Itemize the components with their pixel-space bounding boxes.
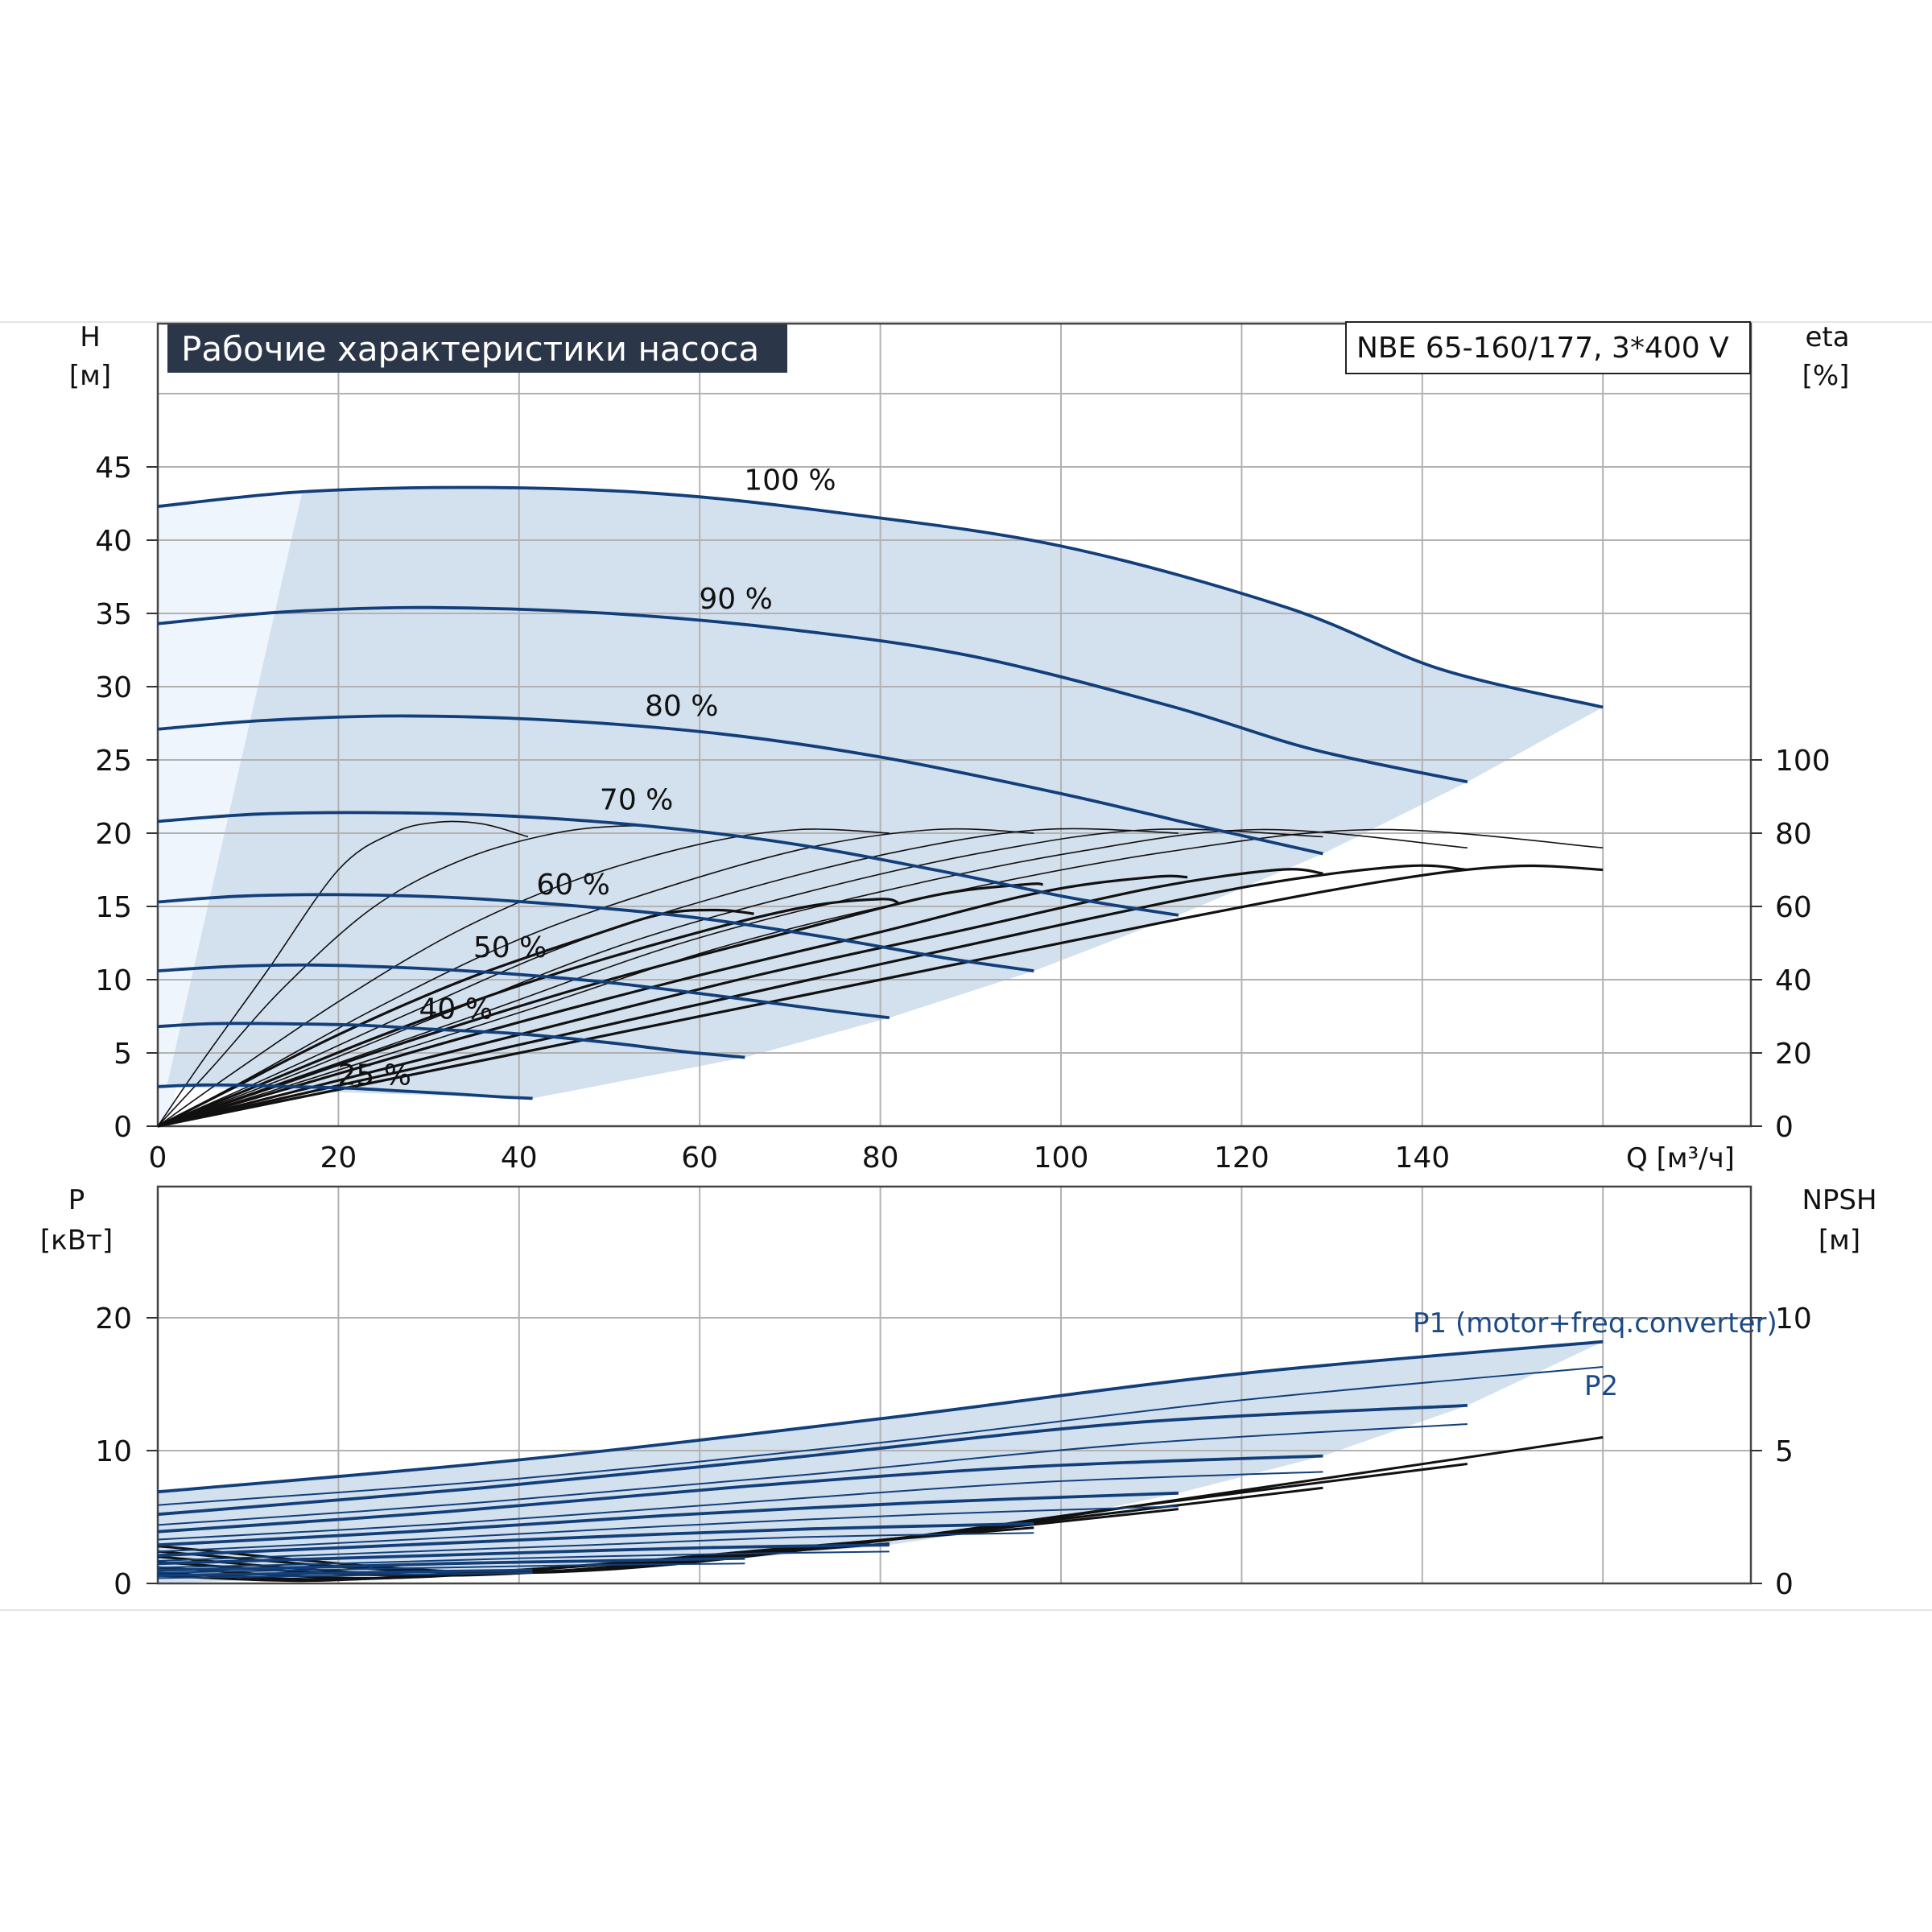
- y2-tick-label: 10: [1775, 1302, 1812, 1335]
- q-axis-label: Q [м³/ч]: [1626, 1142, 1735, 1174]
- x-tick-label: 0: [149, 1141, 167, 1174]
- p1-series-label: P1 (motor+freq.converter): [1413, 1307, 1777, 1340]
- power-chart: 0 10 20 0 5 10: [95, 1185, 1812, 1601]
- y-tick-label: 20: [95, 818, 132, 851]
- speed-curve: [157, 485, 1604, 709]
- speed-curve: [157, 811, 1179, 917]
- speed-label: 50 %: [473, 931, 547, 964]
- x-tick-label: 40: [501, 1141, 538, 1174]
- y2-tick-label: 40: [1775, 964, 1812, 997]
- y-tick-label: 15: [95, 891, 132, 924]
- y2-tick-label: 80: [1775, 818, 1812, 851]
- y2-tick-label: 20: [1775, 1038, 1812, 1071]
- eta-axis-label: eta: [1805, 321, 1849, 353]
- speed-label: 40 %: [419, 993, 493, 1026]
- p2-curve: [157, 1471, 1323, 1541]
- speed-label: 70 %: [600, 783, 673, 816]
- x-tick-label: 120: [1214, 1141, 1269, 1174]
- model-box: [1345, 321, 1751, 374]
- p1-curve: [157, 1521, 1034, 1558]
- speed-curve: [157, 714, 1323, 856]
- x-tick-label: 140: [1394, 1141, 1450, 1174]
- p2-curve: [157, 1505, 1179, 1553]
- speed-curve: [157, 605, 1468, 784]
- h-axis-label: H: [80, 321, 101, 353]
- p2-curve: [157, 1423, 1468, 1526]
- speed-curve: [157, 963, 890, 1020]
- x-tick-label: 100: [1034, 1141, 1089, 1174]
- eta-curve: [157, 820, 529, 1127]
- p1-curve: [157, 1556, 745, 1572]
- eta-curve: [157, 828, 1604, 1127]
- speed-curve: [157, 893, 1034, 972]
- p2-curve: [157, 1550, 890, 1569]
- y2-tick-label: 100: [1775, 745, 1831, 778]
- eta-curve: [157, 898, 899, 1128]
- plot-frame: [156, 322, 1752, 1128]
- speed-curve: [157, 1083, 533, 1100]
- eta-axis-unit: [%]: [1802, 360, 1850, 392]
- p1-curve: [157, 1340, 1604, 1494]
- y-tick-label: 5: [114, 1038, 132, 1071]
- eta-curve: [157, 874, 1188, 1128]
- npsh-axis-unit: [м]: [1818, 1224, 1860, 1257]
- y-tick-label: 0: [114, 1568, 132, 1601]
- eta-curve: [157, 864, 1604, 1128]
- y-tick-label: 35: [95, 598, 132, 631]
- p2-curve: [157, 1571, 533, 1579]
- eta-curve: [157, 828, 890, 1127]
- y-tick-label: 10: [95, 1435, 132, 1468]
- y2-tick-label: 0: [1775, 1111, 1794, 1144]
- x-tick-label: 20: [320, 1141, 357, 1174]
- eta-curve: [157, 864, 1468, 1128]
- y-tick-label: 40: [95, 525, 132, 558]
- speed-curve: [157, 1022, 745, 1059]
- eta-curve: [157, 882, 1043, 1128]
- p1-curve: [157, 1543, 890, 1566]
- y2-tick-label: 60: [1775, 891, 1812, 924]
- p2-series-label: P2: [1584, 1370, 1618, 1402]
- y-tick-label: 30: [95, 671, 132, 704]
- p2-curve: [157, 1532, 1034, 1562]
- x-tick-label: 80: [862, 1141, 899, 1174]
- y-tick-label: 45: [95, 452, 132, 485]
- y-tick-label: 10: [95, 964, 132, 997]
- y-tick-label: 25: [95, 745, 132, 778]
- p1-curve: [157, 1568, 533, 1577]
- speed-label: 60 %: [536, 869, 609, 902]
- y2-tick-label: 0: [1775, 1568, 1794, 1601]
- title-box: [167, 324, 787, 373]
- p-axis-label: P: [68, 1184, 85, 1216]
- p2-curve: [157, 1366, 1604, 1506]
- eta-curve: [157, 868, 1323, 1128]
- h-axis-unit: [м]: [69, 360, 111, 392]
- p-axis-unit: [кВт]: [40, 1224, 113, 1257]
- p1-curve: [157, 1454, 1323, 1534]
- model-label: NBE 65-160/177, 3*400 V: [1356, 332, 1729, 365]
- p1-curve: [157, 1404, 1468, 1517]
- head-chart: 0 5 10 15 20 25 30 35 40 45 0 20 40 60 80 100 120 140 0 20 4…: [95, 322, 1831, 1174]
- plot-frame: [156, 1185, 1752, 1585]
- speed-label: 90 %: [699, 583, 772, 616]
- eta-curve: [157, 828, 1034, 1127]
- x-tick-label: 60: [681, 1141, 718, 1174]
- y2-tick-label: 5: [1775, 1435, 1794, 1468]
- speed-label: 80 %: [645, 690, 718, 723]
- min-flow-band-2: [158, 491, 303, 1126]
- y-tick-label: 0: [114, 1111, 132, 1144]
- y-tick-label: 20: [95, 1302, 132, 1335]
- chart-title: Рабочие характеристики насоса: [181, 329, 759, 369]
- eta-curve: [157, 828, 1323, 1127]
- p2-curve: [157, 1563, 745, 1574]
- npsh-axis-label: NPSH: [1802, 1184, 1876, 1216]
- speed-label: 100 %: [744, 464, 836, 497]
- p1-curve: [157, 1491, 1179, 1547]
- eta-curve: [157, 828, 1468, 1127]
- speed-label: 25 %: [338, 1059, 411, 1092]
